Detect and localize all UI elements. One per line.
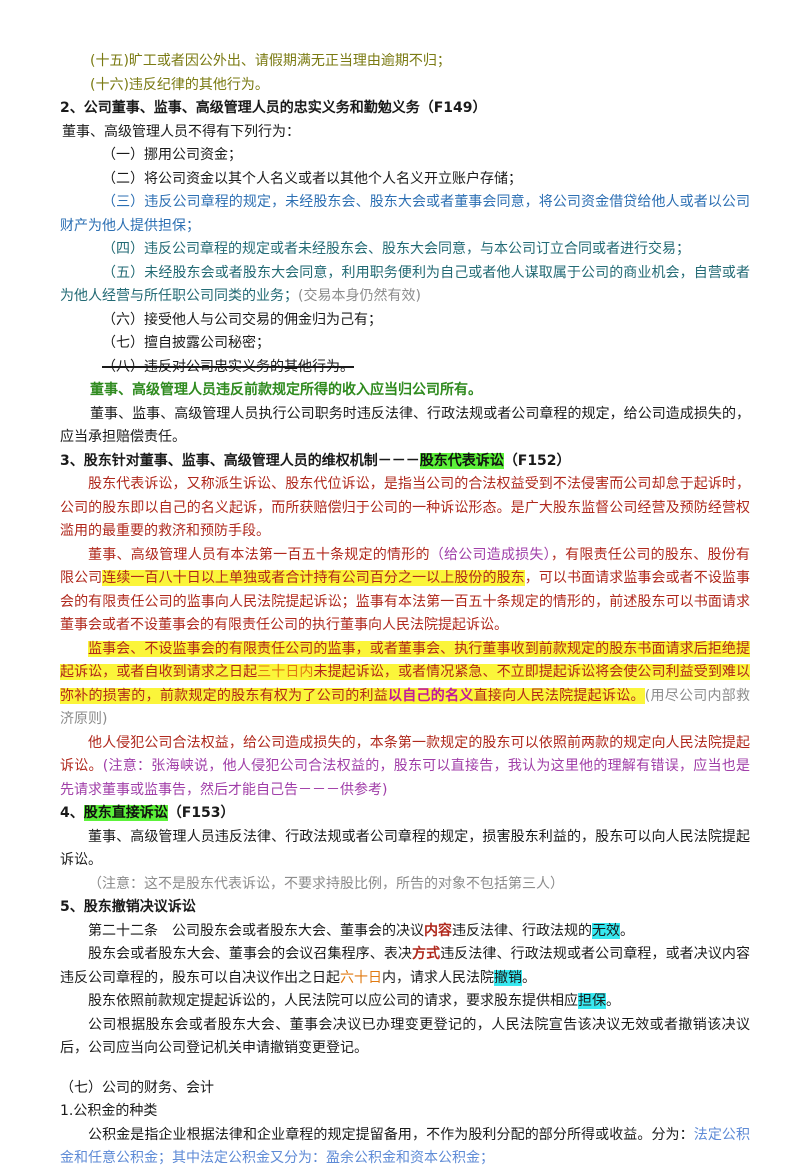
art22-void: 无效 — [592, 922, 620, 939]
para-2-e: 直接向人民法院提起诉讼。 — [473, 687, 645, 704]
para-2-own-name: 以自己的名义 — [388, 687, 474, 704]
direct-suit-body: 董事、高级管理人员违反法律、行政法规或者公司章程的规定，损害股东利益的，股东可以… — [60, 828, 750, 869]
section-3-heading: 3、股东针对董事、监事、高级管理人员的维权机制－－－股东代表诉讼（F152） — [60, 450, 750, 474]
section-4-highlight: 股东直接诉讼 — [83, 805, 168, 821]
article-22-para-3: 股东依照前款规定提起诉讼的，人民法院可以应公司的请求，要求股东提供相应担保。 — [60, 990, 750, 1014]
para-1-highlight: 连续一百八十日以上单独或者合计持有公司百分之一以上股份的股东 — [102, 570, 525, 586]
art22-e: 。 — [620, 922, 634, 939]
para-1-a: 董事、高级管理人员有本法第一百五十条规定的情形的 — [88, 546, 430, 563]
section-4-heading: 4、股东直接诉讼（F153） — [60, 802, 750, 826]
art22-p2-c: 违反法律、行政法规或者公司章程，或者决议内容违反公司章程的，股东可以自决议作出之… — [60, 946, 751, 986]
art22-a: 第二十二条 公司股东会或者股东大会、董事会的决议 — [88, 922, 424, 939]
section-3-highlight: 股东代表诉讼 — [419, 452, 504, 469]
duty-item-5: （五）未经股东会或者股东大会同意，利用职务便利为自己或者他人谋取属于公司的商业机… — [60, 262, 750, 309]
para-1-c: ，有限责任公司的股东、股份有限公司 — [60, 546, 751, 587]
art22-revoke: 撤销 — [494, 969, 522, 986]
art22-p2-e: 内，请求人民法院 — [382, 969, 494, 986]
duty-item-5-text: （五）未经股东会或者股东大会同意，利用职务便利为自己或者他人谋取属于公司的商业机… — [60, 264, 750, 305]
duty-item-3: （三）违反公司章程的规定，未经股东会、股东大会或者董事会同意，将公司资金借贷给他… — [60, 194, 750, 234]
section-5-heading: 5、股东撤销决议诉讼 — [60, 899, 196, 915]
document-page: (十五)旷工或者因公外出、请假期满无正当理由逾期不归； (十六)违反纪律的其他行… — [60, 50, 750, 1171]
art22-p2-a: 股东会或者股东大会、董事会的会议召集程序、表决 — [88, 946, 412, 962]
reserve-fund-para: 公积金是指企业根据法律和企业章程的规定提留备用，不作为股利分配的部分所得或收益。… — [60, 1124, 750, 1171]
duty-item-8-struck: （八）违反对公司忠实义务的其他行为。 — [102, 358, 354, 375]
para-1-note: （给公司造成损失） — [429, 546, 551, 563]
article-22-para-2: 股东会或者股东大会、董事会的会议召集程序、表决方式违反法律、行政法规或者公司章程… — [60, 943, 750, 990]
duty-item-2: （二）将公司资金以其个人名义或者以其他个人名义开立账户存储； — [102, 170, 522, 187]
duty-item-6: （六）接受他人与公司交易的佣金归为己有； — [102, 311, 382, 328]
section-2-intro: 董事、高级管理人员不得有下列行为： — [62, 123, 300, 140]
section-gap — [60, 1061, 750, 1077]
article-22-para-1: 第二十二条 公司股东会或者股东大会、董事会的决议内容违反法律、行政法规的无效。 — [60, 920, 750, 944]
duty-item-1: （一）挪用公司资金； — [102, 147, 242, 163]
list-item-16: (十六)违反纪律的其他行为。 — [90, 76, 269, 93]
section-7-heading: （七）公司的财务、会计 — [60, 1079, 214, 1096]
art22-method: 方式 — [412, 946, 441, 962]
para-3-note: (注意：张海峡说，他人侵犯公司合法权益的，股东可以直接告，我认为这里他的理解有错… — [60, 758, 751, 798]
art22-content: 内容 — [424, 922, 452, 939]
income-clause: 董事、高级管理人员违反前款规定所得的收入应当归公司所有。 — [90, 382, 482, 398]
section-4-ref: （F153） — [167, 805, 235, 821]
liability-clause: 董事、监事、高级管理人员执行公司职务时违反法律、行政法规或者公司章程的规定，给公… — [60, 405, 750, 446]
art22-p3-c: 。 — [606, 993, 620, 1009]
derivative-suit-para-3: 他人侵犯公司合法权益，给公司造成损失的，本条第一款规定的股东可以依照前两款的规定… — [60, 732, 750, 803]
art22-p2-g: 。 — [522, 969, 536, 986]
section-2-heading: 2、公司董事、监事、高级管理人员的忠实义务和勤勉义务（F149） — [60, 100, 487, 116]
para-1-e: ，可以书面请求监事会或者不设监事会的有限责任公司的监事向人民法院提起诉讼；监事有… — [60, 570, 750, 633]
art22-p3-a: 股东依照前款规定提起诉讼的，人民法院可以应公司的请求，要求股东提供相应 — [88, 993, 578, 1009]
section-4-num: 4、 — [60, 805, 84, 821]
section-3-ref: （F152） — [503, 452, 571, 469]
derivative-suit-definition: 股东代表诉讼，又称派生诉讼、股东代位诉讼，是指当公司的合法权益受到不法侵害而公司… — [60, 476, 750, 539]
duty-item-5-note: (交易本身仍然有效) — [298, 288, 421, 304]
duty-item-4: （四）违反公司章程的规定或者未经股东会、股东大会同意，与本公司订立合同或者进行交… — [102, 241, 690, 257]
list-item-15: (十五)旷工或者因公外出、请假期满无正当理由逾期不归； — [90, 53, 451, 69]
para-3-a: 他人侵犯公司合法权益，给公司造成损失的，本条第一款规定的股东可以依照前两款的规定… — [60, 734, 750, 775]
section-7-subheading: 1.公积金的种类 — [60, 1103, 158, 1119]
derivative-suit-para-2: 监事会、不设监事会的有限责任公司的监事，或者董事会、执行董事收到前款规定的股东书… — [60, 638, 750, 732]
reserve-a: 公积金是指企业根据法律和企业章程的规定提留备用，不作为股利分配的部分所得或收益。… — [88, 1126, 694, 1143]
section-3-heading-text: 3、股东针对董事、监事、高级管理人员的维权机制－－－ — [60, 452, 420, 469]
art22-sixty-days: 六十日 — [340, 969, 382, 986]
direct-suit-note: （注意：这不是股东代表诉讼，不要求持股比例，所告的对象不包括第三人） — [88, 875, 564, 892]
art22-guarantee: 担保 — [578, 993, 606, 1009]
derivative-suit-para-1: 董事、高级管理人员有本法第一百五十条规定的情形的（给公司造成损失），有限责任公司… — [60, 544, 750, 638]
para-2-thirty-days: 三十日内 — [257, 664, 314, 680]
duty-item-7: （七）擅自披露公司秘密； — [102, 335, 270, 351]
article-22-para-4: 公司根据股东会或者股东大会、董事会决议已办理变更登记的，人民法院宣告该决议无效或… — [60, 1016, 750, 1057]
para-2-note: (用尽公司内部救济原则) — [60, 687, 751, 728]
art22-c: 违反法律、行政法规的 — [452, 922, 592, 939]
